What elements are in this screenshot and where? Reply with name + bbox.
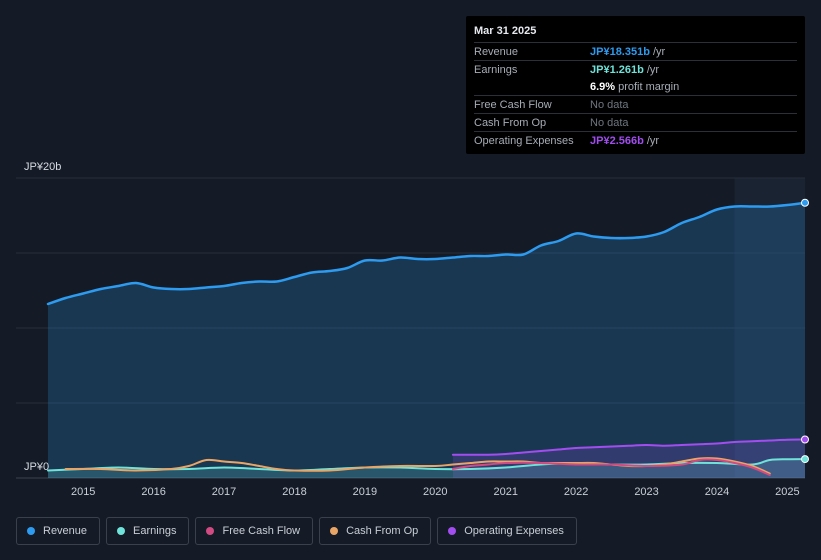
x-tick-label: 2021 — [493, 486, 517, 498]
tooltip-value: JP¥18.351b — [590, 45, 650, 58]
x-tick-label: 2023 — [634, 486, 658, 498]
tooltip-row-profit-margin: 6.9% profit margin — [474, 78, 797, 95]
tooltip-date: Mar 31 2025 — [474, 25, 537, 37]
y-axis-max-label: JP¥20b — [24, 161, 61, 173]
x-tick-label: 2024 — [705, 486, 729, 498]
x-tick-label: 2016 — [141, 486, 165, 498]
x-tick-label: 2020 — [423, 486, 447, 498]
x-tick-label: 2018 — [282, 486, 306, 498]
gridlines — [16, 177, 805, 479]
x-tick-label: 2025 — [775, 486, 799, 498]
operating-expenses-dot-icon — [448, 527, 457, 535]
revenue-dot-icon — [27, 527, 35, 535]
tooltip-value: 6.9% — [590, 80, 616, 93]
tooltip-unit: /yr — [646, 134, 660, 147]
x-tick-label: 2022 — [564, 486, 588, 498]
tooltip-label: Operating Expenses — [474, 134, 574, 147]
tooltip-row-earnings: Earnings JP¥1.261b /yr — [474, 60, 797, 78]
series-lines — [46, 201, 807, 476]
legend: Revenue Earnings Free Cash Flow Cash Fro… — [16, 517, 577, 545]
revenue-end-dot — [801, 198, 809, 207]
tooltip-row-free-cash-flow: Free Cash Flow No data — [474, 95, 797, 113]
tooltip-value: JP¥2.566b — [590, 134, 644, 147]
cash-from-op-dot-icon — [330, 527, 339, 535]
tooltip-label: Revenue — [474, 45, 519, 58]
revenue-area — [48, 202, 805, 478]
x-tick-label: 2015 — [71, 486, 95, 498]
x-axis-ticks: 2015 2016 2017 2018 2019 2020 2021 2022 2023 2024… — [71, 486, 800, 498]
tooltip-row-cash-from-op: Cash From Op No data — [474, 113, 797, 131]
legend-label: Operating Expenses — [464, 525, 564, 537]
legend-label: Cash From Op — [346, 525, 419, 537]
revenue-line — [46, 201, 807, 306]
legend-label: Revenue — [43, 525, 88, 537]
x-tick-label: 2019 — [353, 486, 377, 498]
free-cash-flow-dot-icon — [206, 527, 215, 535]
cash-from-op-line — [64, 457, 771, 475]
tooltip-value: JP¥1.261b — [590, 63, 644, 76]
tooltip-label: Cash From Op — [474, 116, 547, 129]
operating-expenses-end-dot — [801, 435, 809, 444]
free-cash-flow-line — [451, 458, 771, 476]
tooltip-value: No data — [590, 116, 629, 129]
earnings-area — [48, 459, 805, 478]
operating-expenses-line — [451, 438, 806, 456]
series-end-dots — [801, 198, 809, 464]
x-tick-label: 2017 — [212, 486, 236, 498]
legend-label: Earnings — [133, 525, 177, 537]
tooltip-unit: profit margin — [618, 80, 680, 93]
tooltip-unit: /yr — [652, 45, 666, 58]
tooltip-value: No data — [590, 98, 629, 111]
tooltip-label: Free Cash Flow — [474, 98, 552, 111]
series-areas — [48, 202, 805, 478]
tooltip-row-revenue: Revenue JP¥18.351b /yr — [474, 42, 797, 60]
legend-item-revenue[interactable]: Revenue — [16, 517, 101, 545]
legend-item-free-cash-flow[interactable]: Free Cash Flow — [195, 517, 314, 545]
legend-item-cash-from-op[interactable]: Cash From Op — [319, 517, 432, 545]
y-axis-min-label: JP¥0 — [24, 461, 49, 473]
operating-expenses-area — [452, 439, 805, 478]
tooltip-row-operating-expenses: Operating Expenses JP¥2.566b /yr — [474, 131, 797, 149]
tooltip-label: Earnings — [474, 63, 518, 76]
legend-label: Free Cash Flow — [222, 525, 301, 537]
tooltip-unit: /yr — [646, 63, 660, 76]
earnings-dot-icon — [117, 527, 126, 535]
legend-item-operating-expenses[interactable]: Operating Expenses — [437, 517, 577, 545]
legend-item-earnings[interactable]: Earnings — [106, 517, 190, 545]
earnings-end-dot — [801, 455, 809, 464]
tooltip: Mar 31 2025 Revenue JP¥18.351b /yr Earni… — [466, 16, 805, 154]
